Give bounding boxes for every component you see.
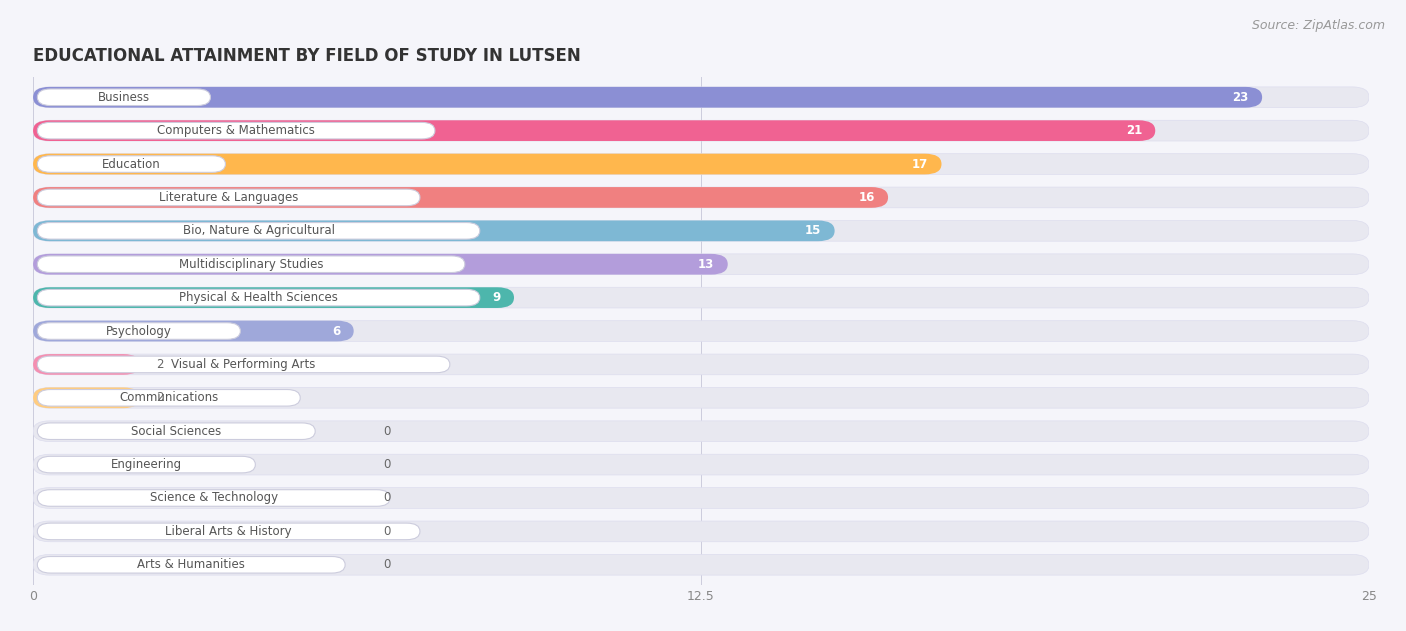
FancyBboxPatch shape (38, 122, 434, 139)
FancyBboxPatch shape (38, 523, 420, 540)
FancyBboxPatch shape (38, 256, 465, 273)
FancyBboxPatch shape (38, 557, 344, 573)
Text: Liberal Arts & History: Liberal Arts & History (166, 525, 292, 538)
Text: 16: 16 (858, 191, 875, 204)
Text: 0: 0 (382, 458, 391, 471)
Text: Communications: Communications (120, 391, 218, 404)
Text: 21: 21 (1126, 124, 1142, 137)
FancyBboxPatch shape (34, 287, 515, 308)
Text: Social Sciences: Social Sciences (131, 425, 221, 438)
FancyBboxPatch shape (34, 354, 141, 375)
Text: Literature & Languages: Literature & Languages (159, 191, 298, 204)
FancyBboxPatch shape (38, 456, 256, 473)
Text: 23: 23 (1233, 91, 1249, 103)
FancyBboxPatch shape (38, 490, 389, 506)
Text: 13: 13 (699, 257, 714, 271)
FancyBboxPatch shape (34, 121, 1156, 141)
Text: Bio, Nature & Agricultural: Bio, Nature & Agricultural (183, 225, 335, 237)
FancyBboxPatch shape (34, 87, 1369, 108)
FancyBboxPatch shape (34, 321, 354, 341)
Text: 0: 0 (382, 525, 391, 538)
FancyBboxPatch shape (38, 156, 225, 172)
Text: 0: 0 (382, 558, 391, 571)
Text: 17: 17 (912, 158, 928, 170)
FancyBboxPatch shape (34, 321, 1369, 341)
Text: 15: 15 (804, 225, 821, 237)
FancyBboxPatch shape (34, 220, 1369, 241)
Text: Multidisciplinary Studies: Multidisciplinary Studies (179, 257, 323, 271)
Text: 9: 9 (492, 291, 501, 304)
Text: Arts & Humanities: Arts & Humanities (138, 558, 245, 571)
Text: Computers & Mathematics: Computers & Mathematics (157, 124, 315, 137)
FancyBboxPatch shape (34, 555, 1369, 575)
FancyBboxPatch shape (34, 254, 1369, 274)
FancyBboxPatch shape (34, 287, 1369, 308)
FancyBboxPatch shape (38, 89, 211, 105)
FancyBboxPatch shape (34, 454, 1369, 475)
FancyBboxPatch shape (34, 187, 1369, 208)
FancyBboxPatch shape (38, 290, 479, 306)
Text: Education: Education (103, 158, 160, 170)
FancyBboxPatch shape (38, 423, 315, 439)
Text: 2: 2 (156, 358, 163, 371)
FancyBboxPatch shape (34, 421, 1369, 442)
FancyBboxPatch shape (38, 356, 450, 373)
FancyBboxPatch shape (34, 387, 141, 408)
FancyBboxPatch shape (38, 189, 420, 206)
Text: 2: 2 (156, 391, 163, 404)
Text: Physical & Health Sciences: Physical & Health Sciences (179, 291, 337, 304)
Text: 0: 0 (382, 425, 391, 438)
FancyBboxPatch shape (34, 87, 1263, 108)
Text: Psychology: Psychology (105, 324, 172, 338)
FancyBboxPatch shape (34, 220, 835, 241)
FancyBboxPatch shape (38, 223, 479, 239)
FancyBboxPatch shape (34, 488, 1369, 509)
FancyBboxPatch shape (34, 154, 942, 174)
Text: 0: 0 (382, 492, 391, 505)
Text: Business: Business (98, 91, 150, 103)
FancyBboxPatch shape (38, 322, 240, 339)
FancyBboxPatch shape (34, 521, 1369, 542)
Text: Engineering: Engineering (111, 458, 181, 471)
FancyBboxPatch shape (34, 254, 728, 274)
FancyBboxPatch shape (34, 154, 1369, 174)
Text: Source: ZipAtlas.com: Source: ZipAtlas.com (1251, 19, 1385, 32)
Text: Visual & Performing Arts: Visual & Performing Arts (172, 358, 316, 371)
FancyBboxPatch shape (34, 121, 1369, 141)
FancyBboxPatch shape (34, 354, 1369, 375)
FancyBboxPatch shape (34, 387, 1369, 408)
FancyBboxPatch shape (38, 389, 301, 406)
Text: Science & Technology: Science & Technology (149, 492, 278, 505)
Text: 6: 6 (332, 324, 340, 338)
Text: EDUCATIONAL ATTAINMENT BY FIELD OF STUDY IN LUTSEN: EDUCATIONAL ATTAINMENT BY FIELD OF STUDY… (34, 47, 581, 64)
FancyBboxPatch shape (34, 187, 889, 208)
